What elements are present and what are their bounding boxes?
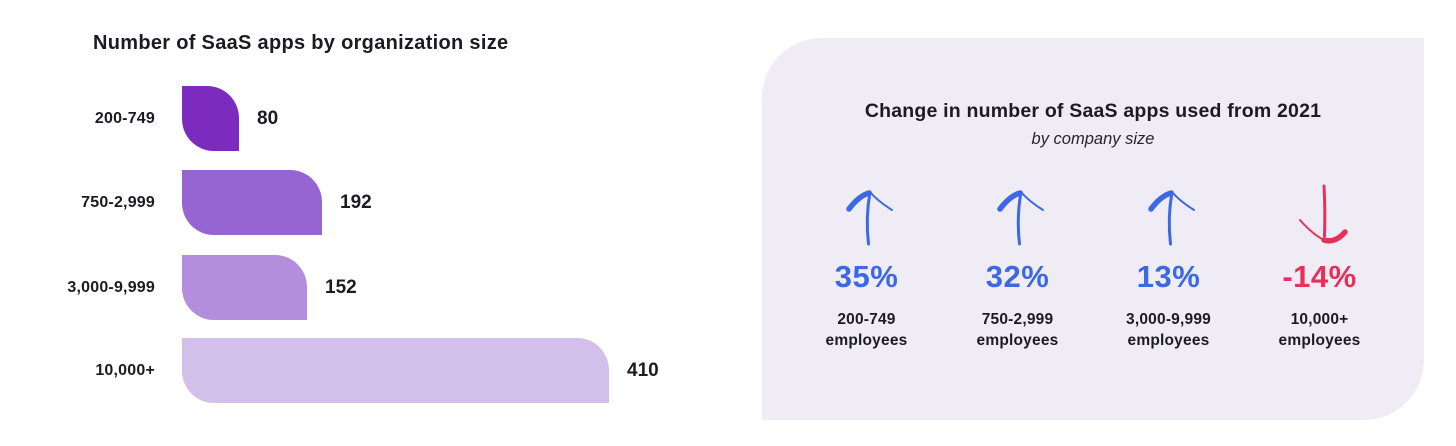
bar bbox=[182, 255, 307, 320]
panel-title: Change in number of SaaS apps used from … bbox=[864, 100, 1322, 122]
bar-row: 10,000+ 410 bbox=[0, 338, 659, 403]
value-label: 192 bbox=[340, 191, 372, 213]
up-arrow-icon bbox=[996, 190, 1044, 246]
up-arrow-icon bbox=[845, 190, 893, 246]
value-label: 80 bbox=[257, 107, 279, 129]
stat-label-unit: employees bbox=[825, 332, 908, 349]
bar bbox=[182, 170, 322, 235]
chart-title: Number of SaaS apps by organization size bbox=[93, 32, 509, 54]
stat-label-unit: employees bbox=[1127, 332, 1210, 349]
stat-percent: 35% bbox=[834, 259, 899, 294]
stat-card: 35% 200-749 employees bbox=[794, 183, 939, 351]
stat-label-unit: employees bbox=[1278, 332, 1361, 349]
panel-subtitle: by company size bbox=[1031, 130, 1155, 148]
stat-label-range: 10,000+ bbox=[1290, 311, 1349, 328]
stat-label: 3,000-9,999 employees bbox=[1126, 309, 1211, 351]
stat-label-unit: employees bbox=[976, 332, 1059, 349]
stat-label-range: 750-2,999 bbox=[981, 311, 1054, 328]
arrow bbox=[1141, 183, 1197, 247]
stat-card: 13% 3,000-9,999 employees bbox=[1096, 183, 1241, 351]
stat-label-range: 200-749 bbox=[837, 311, 896, 328]
arrow bbox=[1292, 183, 1348, 247]
bar bbox=[182, 86, 239, 151]
arrow bbox=[990, 183, 1046, 247]
bar-row: 3,000-9,999 152 bbox=[0, 255, 357, 320]
category-label: 3,000-9,999 bbox=[67, 278, 155, 296]
value-label: 410 bbox=[627, 359, 659, 381]
stat-label: 200-749 employees bbox=[826, 309, 908, 351]
stat-card: 32% 750-2,999 employees bbox=[945, 183, 1090, 351]
category-label: 200-749 bbox=[94, 109, 155, 127]
stat-label: 10,000+ employees bbox=[1279, 309, 1361, 351]
stat-label-range: 3,000-9,999 bbox=[1126, 311, 1211, 328]
stat-percent: 13% bbox=[1136, 259, 1201, 294]
down-arrow-icon bbox=[1298, 184, 1348, 244]
up-arrow-icon bbox=[1147, 190, 1195, 246]
stat-percent: -14% bbox=[1282, 259, 1357, 294]
stat-label: 750-2,999 employees bbox=[977, 309, 1059, 351]
bar-row: 200-749 80 bbox=[0, 86, 278, 151]
bar-row: 750-2,999 192 bbox=[0, 170, 372, 235]
arrow bbox=[839, 183, 895, 247]
category-label: 10,000+ bbox=[95, 361, 155, 379]
value-label: 152 bbox=[325, 276, 357, 298]
stats-row: 35% 200-749 employees bbox=[762, 183, 1424, 351]
category-label: 750-2,999 bbox=[81, 193, 155, 211]
stat-card: -14% 10,000+ employees bbox=[1247, 183, 1392, 351]
stat-percent: 32% bbox=[985, 259, 1050, 294]
bar bbox=[182, 338, 609, 403]
summary-panel: Change in number of SaaS apps used from … bbox=[762, 38, 1424, 420]
